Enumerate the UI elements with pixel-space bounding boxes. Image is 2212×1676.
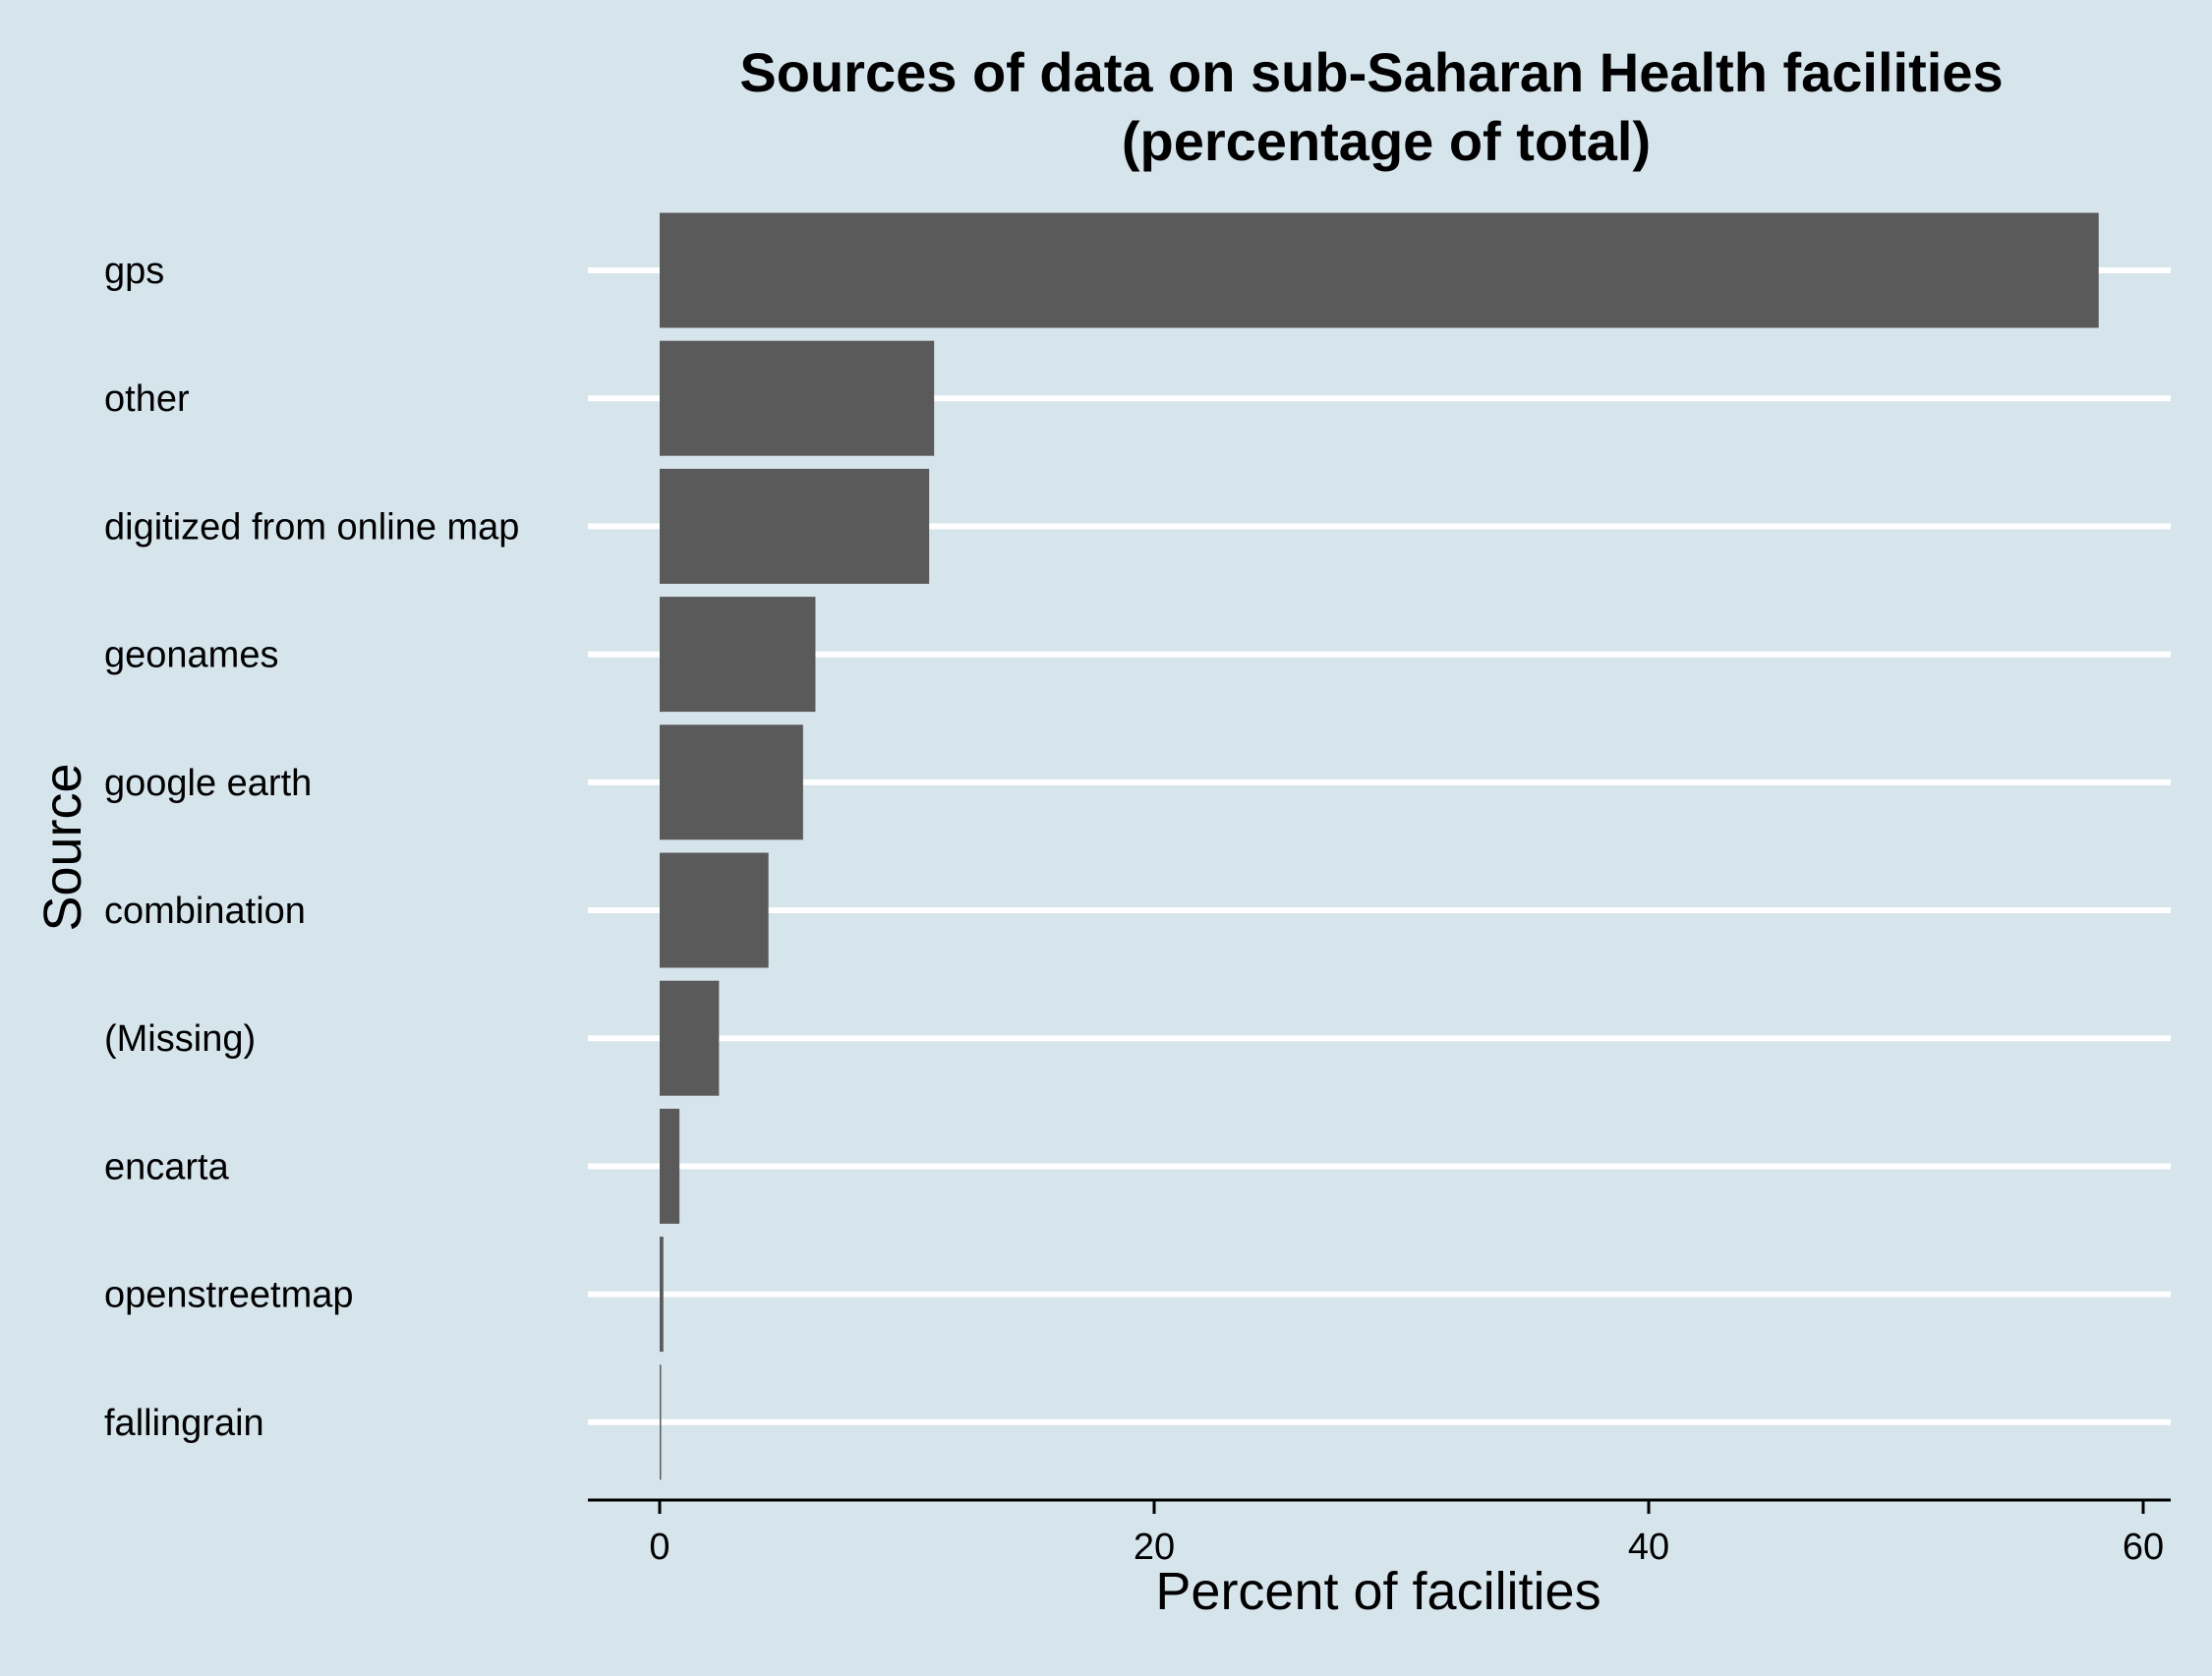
category-labels: gps other digitized from online map geoname… bbox=[104, 251, 519, 1444]
bar bbox=[660, 468, 930, 584]
x-tick-label: 20 bbox=[1134, 1527, 1175, 1568]
bars bbox=[660, 212, 2099, 1480]
x-tick-labels: 0 20 40 60 bbox=[649, 1500, 2164, 1568]
category-label: digitized from online map bbox=[104, 506, 519, 548]
bar bbox=[660, 1237, 664, 1353]
category-label: geonames bbox=[104, 635, 278, 676]
x-axis-title: Percent of facilities bbox=[1155, 1562, 1601, 1621]
category-label: gps bbox=[104, 251, 164, 292]
category-label: fallingrain bbox=[104, 1403, 264, 1444]
bar bbox=[660, 340, 935, 456]
category-label: (Missing) bbox=[104, 1018, 256, 1060]
category-label: google earth bbox=[104, 763, 312, 804]
bar bbox=[660, 724, 803, 840]
chart-subtitle: (percentage of total) bbox=[1122, 110, 1651, 172]
bar bbox=[660, 852, 769, 968]
x-tick-label: 60 bbox=[2123, 1527, 2164, 1568]
y-axis-title: Source bbox=[33, 763, 92, 931]
x-tick-label: 0 bbox=[649, 1527, 669, 1568]
bar bbox=[660, 1364, 662, 1480]
bar bbox=[660, 1108, 680, 1224]
x-tick-label: 40 bbox=[1628, 1527, 1669, 1568]
bar bbox=[660, 980, 720, 1096]
category-label: combination bbox=[104, 891, 306, 932]
bar bbox=[660, 212, 2099, 328]
chart-title: Sources of data on sub-Saharan Health fa… bbox=[739, 41, 2003, 103]
category-label: other bbox=[104, 378, 190, 420]
category-label: encarta bbox=[104, 1146, 230, 1187]
category-label: openstreetmap bbox=[104, 1275, 354, 1316]
bar bbox=[660, 597, 816, 713]
